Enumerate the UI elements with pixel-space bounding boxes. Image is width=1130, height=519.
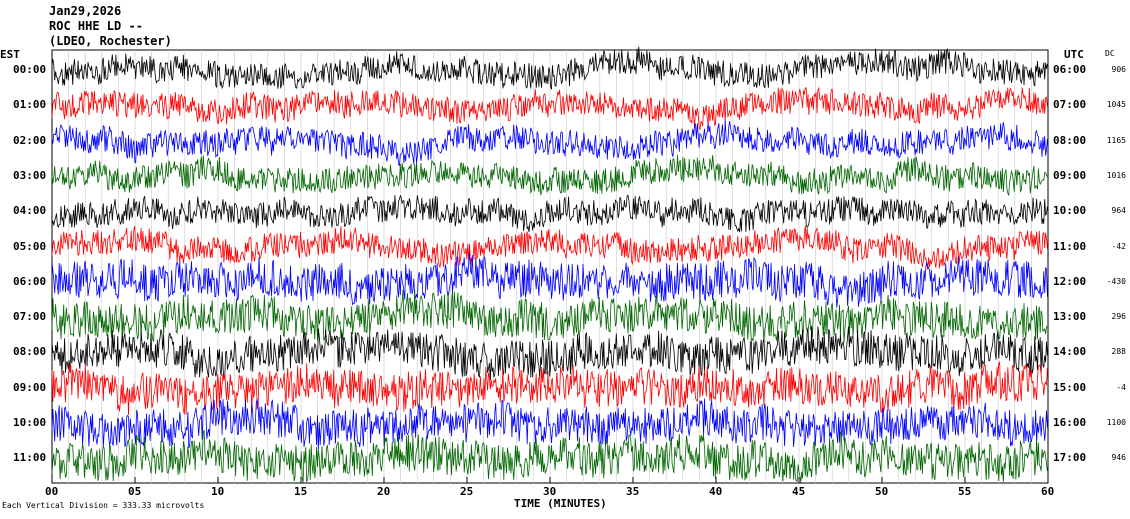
x-tick-label: 00 bbox=[45, 485, 59, 498]
utc-axis-label: UTC bbox=[1064, 48, 1084, 61]
est-hour-label: 08:00 bbox=[13, 345, 47, 359]
trace-row-4 bbox=[51, 194, 1048, 233]
utc-hour-label: 14:00 bbox=[1053, 345, 1087, 359]
trace-row-1 bbox=[51, 86, 1048, 131]
utc-hour-label: 16:00 bbox=[1053, 416, 1087, 429]
utc-hour-label: 10:00 bbox=[1053, 204, 1087, 218]
utc-hour-label: 15:00 bbox=[1053, 380, 1087, 394]
trace-row-11 bbox=[51, 429, 1048, 483]
x-tick-marks bbox=[51, 477, 1049, 483]
est-hour-label: 00:00 bbox=[13, 63, 47, 76]
scale-note: Each Vertical Division = 333.33 microvol… bbox=[2, 501, 205, 510]
est-axis-label: EST bbox=[0, 48, 20, 61]
utc-hour-label: 08:00 bbox=[1053, 133, 1087, 147]
utc-hour-label: 06:00 bbox=[1053, 63, 1087, 76]
est-hour-label: 01:00 bbox=[13, 98, 47, 112]
est-hour-label: 11:00 bbox=[13, 451, 47, 465]
trace-row-3 bbox=[51, 154, 1048, 196]
est-hour-label: 03:00 bbox=[13, 168, 47, 182]
x-axis-title: TIME (MINUTES) bbox=[514, 497, 607, 510]
dc-value: 906 bbox=[1111, 65, 1126, 74]
x-tick-label: 10 bbox=[211, 485, 225, 498]
x-tick-label: 55 bbox=[958, 485, 972, 498]
trace-row-9 bbox=[51, 360, 1048, 416]
location-label: (LDEO, Rochester) bbox=[49, 34, 172, 48]
trace-group bbox=[51, 46, 1048, 483]
est-hour-label: 02:00 bbox=[13, 133, 47, 147]
est-hour-label: 05:00 bbox=[13, 239, 47, 253]
date-label: Jan29,2026 bbox=[49, 4, 122, 18]
dc-value: -430 bbox=[1106, 276, 1126, 286]
trace-row-7 bbox=[51, 289, 1048, 343]
trace-row-10 bbox=[51, 398, 1048, 450]
utc-hour-label: 09:00 bbox=[1053, 168, 1087, 182]
utc-hour-label: 13:00 bbox=[1053, 310, 1087, 324]
x-tick-label: 15 bbox=[294, 485, 308, 498]
dc-value: 288 bbox=[1111, 347, 1126, 357]
utc-hour-label: 11:00 bbox=[1053, 239, 1087, 253]
trace-row-6 bbox=[51, 252, 1048, 308]
trace-row-0 bbox=[51, 46, 1048, 90]
x-tick-label: 35 bbox=[626, 485, 640, 498]
x-tick-label: 20 bbox=[377, 485, 391, 498]
trace-row-2 bbox=[51, 120, 1048, 167]
dc-value: 1100 bbox=[1106, 418, 1126, 427]
x-tick-label: 30 bbox=[543, 485, 557, 498]
dc-value: 1165 bbox=[1106, 135, 1126, 145]
dc-value: 946 bbox=[1111, 453, 1126, 463]
utc-hour-label: 07:00 bbox=[1053, 98, 1087, 112]
trace-row-8 bbox=[51, 326, 1048, 381]
station-label: ROC HHE LD -- bbox=[49, 19, 143, 33]
x-tick-label: 60 bbox=[1041, 485, 1055, 498]
x-tick-label: 05 bbox=[128, 485, 142, 498]
est-hour-label: 07:00 bbox=[13, 310, 47, 324]
est-hour-label: 04:00 bbox=[13, 204, 47, 218]
est-hour-label: 10:00 bbox=[13, 416, 47, 429]
est-hour-label: 06:00 bbox=[13, 274, 47, 288]
x-tick-label: 50 bbox=[875, 485, 889, 498]
x-tick-label: 40 bbox=[709, 485, 723, 498]
dc-value: -4 bbox=[1116, 382, 1126, 392]
dc-value: 296 bbox=[1111, 312, 1126, 322]
dc-value: -42 bbox=[1111, 241, 1126, 251]
trace-row-5 bbox=[51, 225, 1048, 270]
dc-value: 964 bbox=[1111, 206, 1126, 216]
dc-header-label: DC bbox=[1105, 49, 1115, 58]
est-hour-label: 09:00 bbox=[13, 380, 47, 394]
dc-value: 1016 bbox=[1106, 170, 1126, 180]
x-tick-label: 25 bbox=[460, 485, 474, 498]
x-tick-label: 45 bbox=[792, 485, 806, 498]
utc-hour-label: 12:00 bbox=[1053, 274, 1087, 288]
utc-hour-label: 17:00 bbox=[1053, 451, 1087, 465]
dc-value: 1045 bbox=[1106, 100, 1126, 110]
